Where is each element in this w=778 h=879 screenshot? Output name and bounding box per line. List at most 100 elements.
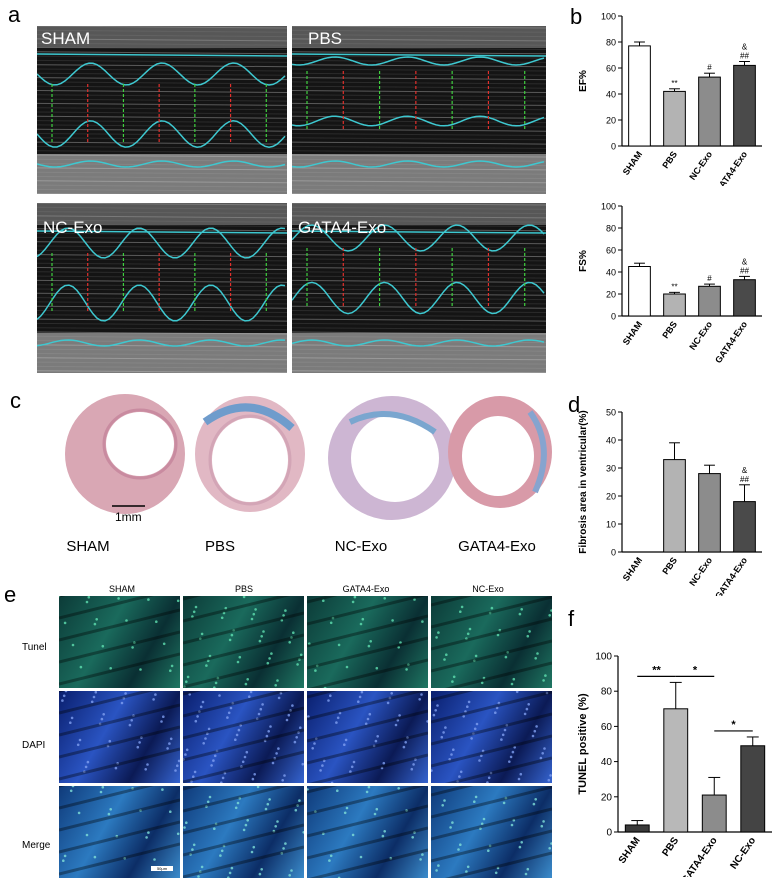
x-tick-label: PBS (660, 835, 681, 858)
y-tick-label: 20 (606, 290, 616, 300)
y-axis-label: EF% (578, 70, 589, 92)
y-tick-label: 20 (606, 116, 616, 126)
significance-label: ## (740, 266, 749, 275)
microscopy-grid: 50μm (59, 596, 552, 878)
x-tick-label: PBS (660, 319, 679, 340)
y-tick-label: 100 (595, 652, 612, 663)
micrograph (59, 691, 180, 783)
significance-label: & (742, 43, 748, 52)
micrograph (59, 596, 180, 688)
bar (698, 473, 721, 553)
heart-section-pbs (195, 396, 305, 512)
echo-label: PBS (308, 29, 343, 48)
echo-image-gata4-exo: GATA4-Exo (292, 203, 546, 373)
micro-scale-bar: 50μm (151, 866, 173, 871)
x-tick-label: GATA4-Exo (713, 555, 749, 596)
y-axis-label: Fibrosis area in ventricular(%) (578, 410, 589, 553)
micro-row-label: DAPI (22, 740, 46, 751)
panel-letter-d: d (568, 392, 581, 417)
fibrosis-bar-chart: 0 10 20 30 40 50 Fibrosis area in ventricular(… (578, 408, 762, 596)
micro-row-label: Tunel (22, 642, 47, 653)
x-tick-label: GATA4-Exo (713, 319, 749, 365)
x-tick-label: GATA4-Exo (680, 835, 720, 877)
ef-bar-chart: 0 20 40 60 80 100 EF% SHAM ** PBS # NC-Exo ##& GATA4-… (578, 12, 762, 186)
panel-letter-a: a (8, 2, 21, 27)
bar (628, 266, 651, 317)
echo-image-nc-exo: NC-Exo (37, 203, 287, 373)
bracket-label: ** (652, 664, 661, 676)
y-tick-label: 60 (606, 64, 616, 74)
micrograph (307, 596, 428, 688)
echo-label: GATA4-Exo (298, 218, 387, 237)
x-tick-label: SHAM (621, 319, 644, 346)
micrograph (183, 596, 304, 688)
significance-label: & (742, 466, 748, 475)
y-tick-label: 0 (611, 142, 616, 152)
bar (663, 90, 686, 147)
bar (698, 285, 721, 317)
significance-label: # (707, 63, 712, 72)
x-tick-label: NC-Exo (687, 149, 714, 182)
micro-col-label: PBS (234, 584, 253, 594)
micro-col-label: NC-Exo (472, 584, 504, 594)
y-tick-label: 0 (611, 312, 616, 322)
y-tick-label: 80 (601, 687, 613, 698)
micrograph (183, 786, 304, 878)
micrograph (307, 786, 428, 878)
x-tick-label: SHAM (621, 149, 644, 176)
micro-col-label: SHAM (108, 584, 135, 594)
significance-label: & (742, 257, 748, 266)
y-tick-label: 100 (601, 12, 616, 22)
y-tick-label: 0 (606, 828, 612, 839)
echo-label: SHAM (41, 29, 91, 48)
x-tick-label: GATA4-Exo (713, 149, 749, 186)
bar (733, 64, 756, 147)
heart-label-pbs: PBS (204, 538, 235, 555)
significance-label: ** (671, 282, 677, 291)
micrograph (59, 786, 180, 878)
bar (624, 824, 650, 833)
micrograph (431, 786, 552, 878)
bracket-label: * (731, 719, 736, 731)
bar (701, 794, 727, 833)
fs-bar-chart: 0 20 40 60 80 100 FS% SHAM ** PBS # NC-Exo ##& GATA4-… (578, 202, 762, 365)
micro-row-label: Merge (22, 840, 51, 851)
bar (733, 279, 756, 317)
panel-letter-e: e (4, 582, 17, 607)
bar (663, 708, 689, 833)
micrograph (307, 691, 428, 783)
x-tick-label: SHAM (617, 835, 643, 865)
bar (733, 501, 756, 553)
y-tick-label: 40 (606, 436, 616, 446)
bar (663, 293, 686, 317)
significance-label: ## (740, 475, 749, 484)
bar (663, 459, 686, 553)
y-axis-label: FS% (578, 250, 589, 272)
micrograph (431, 691, 552, 783)
y-axis-label: TUNEL positive (%) (577, 693, 589, 795)
y-tick-label: 40 (606, 90, 616, 100)
y-tick-label: 60 (606, 246, 616, 256)
micrograph (431, 596, 552, 688)
x-tick-label: PBS (660, 149, 679, 170)
panel-letter-c: c (10, 388, 21, 413)
x-tick-label: SHAM (621, 555, 644, 582)
echo-label: NC-Exo (43, 218, 103, 237)
y-tick-label: 80 (606, 224, 616, 234)
y-tick-label: 100 (601, 202, 616, 212)
y-tick-label: 80 (606, 38, 616, 48)
significance-label: ## (740, 52, 749, 61)
x-tick-label: NC-Exo (687, 555, 714, 588)
heart-section-nc-exo (328, 396, 456, 520)
heart-label-sham: SHAM (66, 538, 110, 555)
y-tick-label: 20 (601, 792, 613, 803)
heart-label-gata4-exo: GATA4-Exo (458, 538, 536, 555)
scale-bar-label: 1mm (115, 510, 142, 524)
y-tick-label: 60 (601, 722, 613, 733)
y-tick-label: 20 (606, 492, 616, 502)
bar (740, 745, 766, 833)
bar (698, 76, 721, 147)
bar (628, 45, 651, 147)
heart-label-nc-exo: NC-Exo (334, 538, 388, 555)
y-tick-label: 50 (606, 408, 616, 418)
